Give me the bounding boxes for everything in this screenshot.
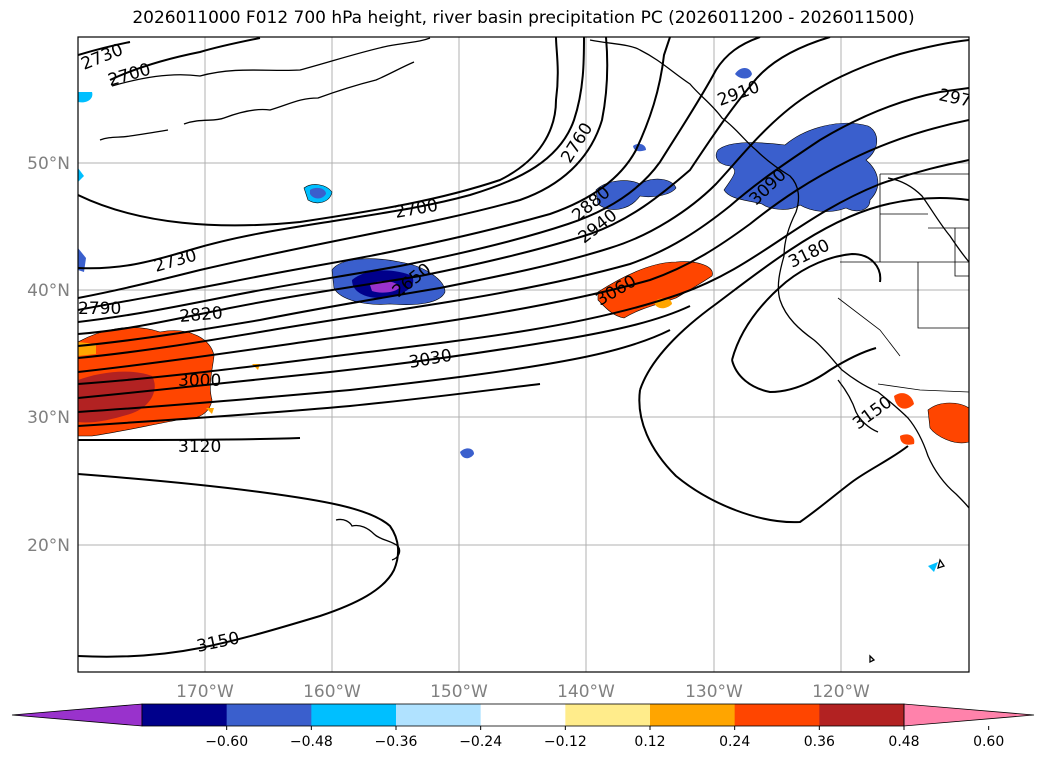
contour-label: 3000 (178, 371, 221, 391)
colorbar-frame (141, 703, 905, 727)
lon-label: 140°W (557, 682, 615, 702)
lat-label: 40°N (27, 281, 70, 301)
colorbar-swatch (480, 704, 566, 726)
colorbar-tick-label: 0.60 (973, 734, 1004, 750)
lat-label: 20°N (27, 536, 70, 556)
coastlines (99, 37, 969, 664)
political-boundaries (837, 173, 969, 393)
colorbar-swatch (311, 704, 397, 726)
lat-label: 30°N (27, 408, 70, 428)
plot-frame (77, 36, 970, 673)
colorbar-swatch (396, 704, 482, 726)
colorbar-tick-label: −0.36 (375, 734, 418, 750)
colorbar-swatch (734, 704, 820, 726)
height-contours (78, 37, 969, 658)
colorbar-tick-label: 0.36 (804, 734, 835, 750)
colorbar-tick-label: −0.12 (544, 734, 587, 750)
lon-label: 120°W (812, 682, 870, 702)
lon-label: 160°W (303, 682, 361, 702)
colorbar-swatch (142, 704, 228, 726)
colorbar-extension-high (903, 703, 1035, 727)
colorbar-tick-label: −0.48 (290, 734, 333, 750)
colorbar-swatch (819, 704, 905, 726)
colorbar: −0.60 −0.48 −0.36 −0.24 −0.12 0.12 0.24 0.36 0.4… (11, 703, 1035, 750)
colorbar-extension-low (11, 703, 143, 727)
colorbar-tick-label: 0.48 (888, 734, 919, 750)
colorbar-tick-label: −0.60 (205, 734, 248, 750)
colorbar-swatch (565, 704, 651, 726)
colorbar-swatch (650, 704, 736, 726)
lon-label: 150°W (430, 682, 488, 702)
longitude-labels: 170°W 160°W 150°W 140°W 130°W 120°W (176, 682, 870, 702)
lon-label: 170°W (176, 682, 234, 702)
colorbar-tick-label: −0.24 (459, 734, 502, 750)
contour-label: 2820 (179, 303, 224, 327)
colorbar-swatch (226, 704, 312, 726)
map-title: 2026011000 F012 700 hPa height, river ba… (132, 8, 915, 28)
lon-label: 130°W (685, 682, 743, 702)
contour-label: 3120 (178, 437, 221, 457)
colorbar-tick-label: 0.12 (634, 734, 665, 750)
lat-label: 50°N (27, 154, 70, 174)
latitude-labels: 50°N 40°N 30°N 20°N (27, 154, 70, 556)
contour-label: 2790 (78, 299, 121, 319)
colorbar-tick-label: 0.24 (719, 734, 750, 750)
